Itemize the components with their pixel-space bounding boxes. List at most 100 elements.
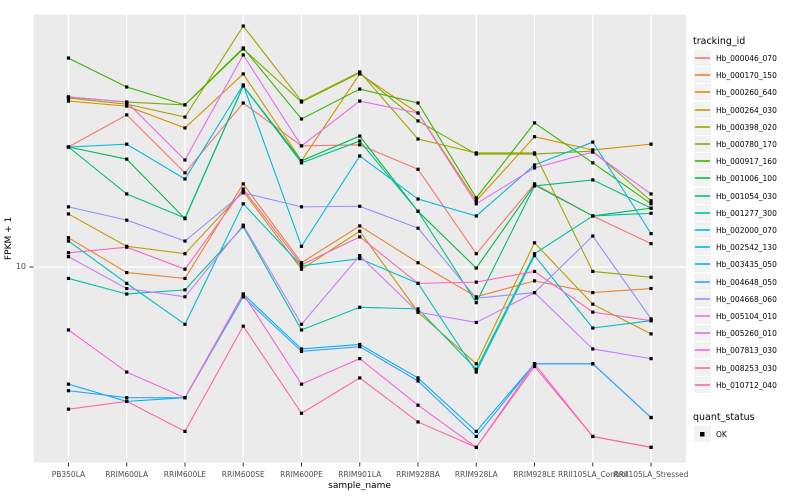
data-point <box>241 189 245 193</box>
data-point <box>358 376 362 380</box>
data-point <box>241 292 245 296</box>
data-point <box>241 324 245 328</box>
data-point <box>532 121 537 125</box>
legend-item-label: Hb_002000_070 <box>716 226 777 235</box>
data-point <box>66 382 71 386</box>
data-point <box>299 205 304 209</box>
data-point <box>299 117 304 121</box>
legend-key-line-icon <box>694 308 711 324</box>
data-point <box>474 320 478 325</box>
data-point <box>416 119 420 123</box>
data-point <box>183 115 187 119</box>
data-point <box>358 235 362 239</box>
data-point <box>591 362 595 366</box>
data-point <box>358 154 362 158</box>
data-point <box>591 434 595 439</box>
legend-item-label: Hb_000780_170 <box>716 140 777 149</box>
data-point <box>66 407 71 411</box>
data-point <box>125 281 129 285</box>
legend-item-label: Hb_010712_040 <box>716 380 777 390</box>
data-point <box>299 382 304 386</box>
data-point <box>183 429 187 433</box>
legend-item-label: Hb_008253_030 <box>716 363 777 373</box>
data-point <box>299 159 304 163</box>
data-point <box>474 434 478 439</box>
data-point <box>591 290 595 295</box>
data-point <box>183 267 187 271</box>
data-point <box>591 326 595 330</box>
legend-item-label: Hb_000398_020 <box>716 122 777 132</box>
data-point <box>241 191 245 195</box>
data-point <box>125 100 129 104</box>
data-point <box>299 411 304 415</box>
data-point <box>532 362 537 366</box>
data-point <box>416 197 420 201</box>
data-point <box>416 310 420 314</box>
data-point <box>649 317 653 321</box>
x-tick-label: RRIM901LA <box>338 470 382 479</box>
data-point <box>183 295 187 299</box>
legend-item-label: Hb_000917_160 <box>716 157 777 167</box>
data-point <box>474 429 478 433</box>
data-point <box>125 192 129 196</box>
data-point <box>649 332 653 336</box>
legend-key-line-icon <box>694 204 711 221</box>
data-point <box>474 370 478 374</box>
data-point <box>474 367 478 371</box>
data-point <box>125 399 129 404</box>
data-point <box>299 267 304 271</box>
data-point <box>358 342 362 347</box>
legend-key-line-icon <box>694 290 711 307</box>
legend-key-line-icon <box>694 50 711 66</box>
data-point <box>416 111 420 115</box>
x-tick-label: RRIM928LA <box>454 470 498 479</box>
data-point <box>591 310 595 314</box>
data-point <box>183 103 187 107</box>
data-point <box>183 216 187 220</box>
legend-key-line-icon <box>694 170 711 187</box>
data-point <box>416 376 420 380</box>
data-point <box>416 137 420 141</box>
data-point <box>649 275 653 279</box>
data-point <box>66 328 71 332</box>
data-point <box>125 396 129 400</box>
data-point <box>183 396 187 400</box>
data-point <box>532 269 537 274</box>
data-point <box>532 364 537 369</box>
data-point <box>125 218 129 222</box>
data-point <box>649 357 653 361</box>
x-tick-label: RRIM600SE <box>221 470 265 479</box>
data-point <box>66 251 71 255</box>
data-point <box>649 286 653 291</box>
data-point <box>649 242 653 246</box>
data-point <box>125 113 129 117</box>
legend-item-label: Hb_000264_030 <box>716 105 777 115</box>
data-point <box>591 302 595 306</box>
x-tick-label: RRIM928LE <box>513 470 556 479</box>
data-point <box>649 319 653 323</box>
data-point <box>649 142 653 146</box>
data-point <box>591 347 595 351</box>
data-point <box>299 161 304 165</box>
legend-key-line-icon <box>694 153 711 170</box>
data-point <box>183 126 187 130</box>
data-point <box>125 270 129 275</box>
data-point <box>299 263 304 267</box>
x-tick-label: RRIM600LE <box>163 470 207 479</box>
data-point <box>183 239 187 243</box>
data-point <box>649 202 653 206</box>
data-point <box>358 357 362 361</box>
data-point <box>416 379 420 383</box>
legend-key-line-icon <box>694 118 711 135</box>
data-point <box>591 150 595 154</box>
data-point <box>183 252 187 256</box>
data-point <box>532 241 537 245</box>
data-point <box>66 236 71 240</box>
legend-item-label: Hb_005260_010 <box>716 329 777 339</box>
data-point <box>358 71 362 75</box>
data-point <box>358 345 362 349</box>
data-point <box>125 102 129 106</box>
data-point <box>591 161 595 165</box>
data-point <box>358 229 362 233</box>
